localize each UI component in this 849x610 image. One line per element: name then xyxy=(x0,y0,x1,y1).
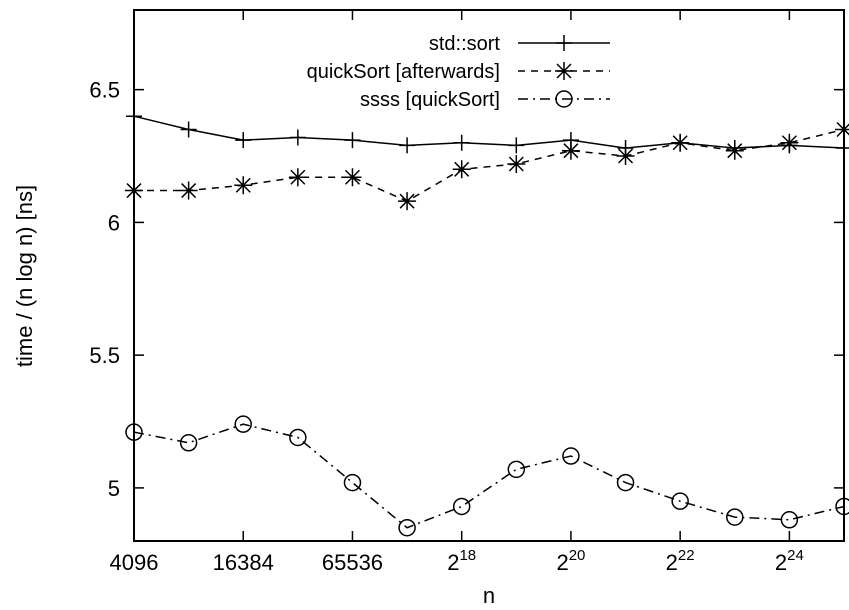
circle-marker xyxy=(562,447,580,465)
y-tick-label: 5.5 xyxy=(89,343,120,368)
x-axis-label: n xyxy=(483,583,495,608)
circle-marker xyxy=(555,90,573,108)
star-marker xyxy=(561,141,580,160)
star-marker xyxy=(616,147,635,166)
x-tick-label: 65536 xyxy=(322,550,383,575)
circle-marker xyxy=(234,415,252,433)
x-tick-base: 65536 xyxy=(322,550,383,575)
circle-marker xyxy=(671,492,689,510)
plus-marker xyxy=(235,132,252,149)
plus-marker xyxy=(508,137,525,154)
plus-marker xyxy=(453,134,470,151)
series-line xyxy=(133,115,845,149)
x-tick-exponent: 24 xyxy=(787,547,804,564)
circle-marker xyxy=(726,508,744,526)
star-marker xyxy=(288,168,307,187)
star-marker xyxy=(452,160,471,179)
x-tick-base: 2 xyxy=(447,550,459,575)
x-tick-label: 222 xyxy=(666,547,695,575)
x-tick-exponent: 18 xyxy=(459,547,476,564)
circle-marker xyxy=(179,434,198,452)
plus-marker xyxy=(556,35,572,51)
x-tick-base: 4096 xyxy=(110,550,159,575)
plus-marker xyxy=(344,132,361,149)
series-line xyxy=(133,423,845,529)
circle-marker xyxy=(616,473,635,492)
legend-label: std::sort xyxy=(429,33,501,55)
x-tick-label: 224 xyxy=(775,547,804,575)
series-layer xyxy=(125,108,849,537)
star-marker xyxy=(507,154,526,173)
plus-marker xyxy=(289,129,306,146)
series-1 xyxy=(126,108,849,157)
x-tick-label: 16384 xyxy=(213,550,274,575)
star-marker xyxy=(725,141,744,160)
x-tick-exponent: 22 xyxy=(678,547,695,564)
series-line xyxy=(134,128,845,202)
star-marker xyxy=(398,192,417,211)
circle-marker xyxy=(507,460,526,479)
legend-label: ssss [quickSort] xyxy=(360,89,500,111)
star-marker xyxy=(343,168,362,187)
plus-marker xyxy=(180,121,197,138)
x-tick-base: 16384 xyxy=(213,550,274,575)
x-tick-label: 220 xyxy=(556,547,585,575)
legend-label: quickSort [afterwards] xyxy=(307,61,500,83)
x-tick-label: 218 xyxy=(447,547,476,575)
circle-marker xyxy=(780,511,799,529)
star-marker xyxy=(179,181,198,200)
circle-marker xyxy=(398,518,416,537)
star-marker xyxy=(555,62,573,80)
x-tick-base: 2 xyxy=(556,550,568,575)
series-2 xyxy=(125,120,849,211)
y-tick-label: 6.5 xyxy=(89,78,120,103)
star-marker xyxy=(234,176,253,195)
circle-marker xyxy=(289,428,307,447)
star-marker xyxy=(835,120,849,139)
x-tick-label: 4096 xyxy=(110,550,159,575)
x-tick-exponent: 20 xyxy=(569,547,586,564)
star-marker xyxy=(671,133,690,152)
x-tick-base: 2 xyxy=(666,550,678,575)
series-3 xyxy=(125,415,849,537)
star-marker xyxy=(780,133,799,152)
y-tick-label: 5 xyxy=(108,476,120,501)
plot-frame xyxy=(133,9,845,542)
y-axis-label: time / (n log n) [ns] xyxy=(12,185,37,367)
plus-marker xyxy=(836,140,849,157)
y-tick-label: 6 xyxy=(108,210,120,235)
plus-marker xyxy=(399,137,416,154)
x-tick-base: 2 xyxy=(775,550,787,575)
circle-marker xyxy=(343,473,362,492)
circle-marker xyxy=(452,497,471,516)
